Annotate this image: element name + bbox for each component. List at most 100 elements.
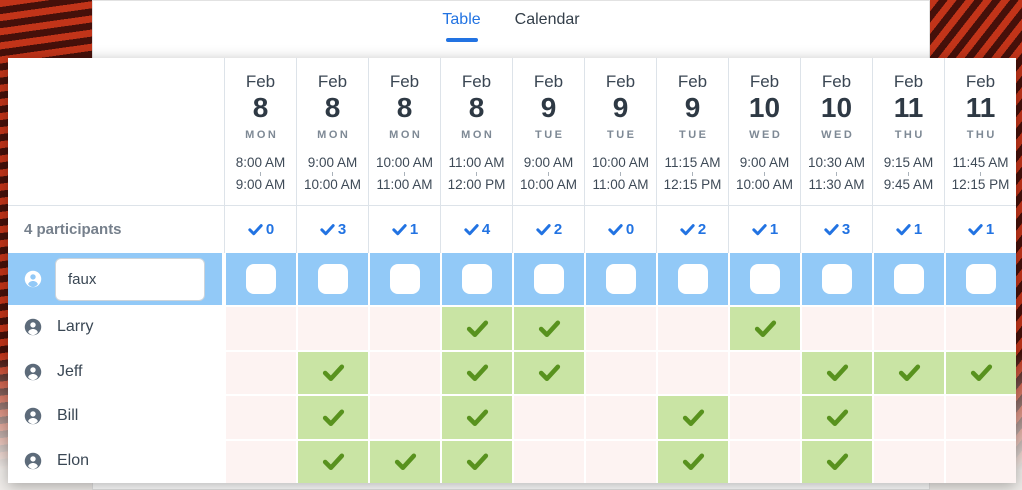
vote-cell[interactable] <box>656 253 728 305</box>
availability-cell-yes <box>656 438 728 483</box>
end-time: 10:00 AM <box>303 176 362 192</box>
availability-count: 1 <box>728 205 800 253</box>
availability-count: 1 <box>872 205 944 253</box>
time-range: 8:00 AM 9:00 AM <box>236 154 286 194</box>
availability-cell-no <box>368 349 440 394</box>
participant-name-input[interactable] <box>55 257 205 301</box>
start-time: 9:15 AM <box>883 154 934 170</box>
participant-name: Elon <box>57 451 90 469</box>
availability-cell-no <box>296 305 368 350</box>
availability-cell-no <box>656 349 728 394</box>
check-icon <box>320 224 335 236</box>
end-time: 10:00 AM <box>519 176 578 192</box>
end-time: 11:30 AM <box>808 176 865 192</box>
day-number: 9 <box>540 92 557 124</box>
check-icon <box>466 453 488 471</box>
tab-calendar[interactable]: Calendar <box>515 11 580 42</box>
vote-checkbox[interactable] <box>606 264 636 294</box>
person-icon <box>24 452 42 469</box>
availability-count: 2 <box>512 205 584 253</box>
availability-cell-no <box>728 394 800 439</box>
end-time: 9:45 AM <box>883 176 934 192</box>
vote-checkbox[interactable] <box>750 264 780 294</box>
vote-cell[interactable] <box>944 253 1016 305</box>
availability-cell-yes <box>440 349 512 394</box>
vote-checkbox[interactable] <box>822 264 852 294</box>
vote-cell[interactable] <box>800 253 872 305</box>
vote-checkbox[interactable] <box>678 264 708 294</box>
time-range: 11:15 AM 12:15 PM <box>664 154 722 194</box>
vote-checkbox[interactable] <box>462 264 492 294</box>
time-range: 10:00 AM 11:00 AM <box>376 154 433 194</box>
participant-name-cell: Jeff <box>8 349 224 394</box>
view-tabbar: Table Calendar <box>93 1 929 42</box>
vote-checkbox[interactable] <box>966 264 996 294</box>
check-icon <box>608 224 623 236</box>
month-label: Feb <box>893 72 924 91</box>
month-label: Feb <box>605 72 636 91</box>
vote-cell[interactable] <box>872 253 944 305</box>
time-range: 9:00 AM 10:00 AM <box>736 154 793 194</box>
availability-cell-no <box>224 438 296 483</box>
vote-cell[interactable] <box>368 253 440 305</box>
tab-table[interactable]: Table <box>442 11 481 42</box>
check-icon <box>538 364 560 382</box>
check-icon <box>322 364 344 382</box>
availability-cell-no <box>944 394 1016 439</box>
time-range: 11:00 AM 12:00 PM <box>448 154 506 194</box>
end-time: 11:00 AM <box>376 176 433 192</box>
month-label: Feb <box>965 72 996 91</box>
end-time: 9:00 AM <box>235 176 286 192</box>
vote-cell[interactable] <box>512 253 584 305</box>
vote-cell[interactable] <box>584 253 656 305</box>
availability-cell-no <box>800 305 872 350</box>
count-value: 2 <box>697 221 707 238</box>
vote-cell[interactable] <box>224 253 296 305</box>
participant-name-cell: Larry <box>8 305 224 350</box>
time-range: 10:00 AM 11:00 AM <box>592 154 649 194</box>
availability-cell-yes <box>728 305 800 350</box>
time-separator <box>547 171 549 176</box>
vote-cell[interactable] <box>440 253 512 305</box>
vote-checkbox[interactable] <box>318 264 348 294</box>
check-icon <box>824 224 839 236</box>
availability-cell-no <box>368 305 440 350</box>
day-number: 9 <box>612 92 629 124</box>
check-icon <box>536 224 551 236</box>
participant-name: Jeff <box>57 362 83 380</box>
vote-checkbox[interactable] <box>246 264 276 294</box>
date-column-header: Feb 8 MON 9:00 AM 10:00 AM <box>296 58 368 205</box>
availability-count: 2 <box>656 205 728 253</box>
day-number: 8 <box>468 92 485 124</box>
check-icon <box>466 409 488 426</box>
day-number: 10 <box>820 92 853 124</box>
month-label: Feb <box>677 72 708 91</box>
count-value: 4 <box>481 221 491 238</box>
check-icon <box>682 453 704 471</box>
vote-cell[interactable] <box>296 253 368 305</box>
availability-cell-no <box>512 394 584 439</box>
time-separator <box>835 171 837 176</box>
person-icon <box>24 363 42 380</box>
count-value: 0 <box>625 221 635 238</box>
check-icon <box>896 224 911 236</box>
availability-cell-no <box>584 438 656 483</box>
availability-count: 1 <box>944 205 1016 253</box>
vote-checkbox[interactable] <box>534 264 564 294</box>
vote-checkbox[interactable] <box>894 264 924 294</box>
participant-name: Bill <box>57 407 79 425</box>
participant-name-cell: Bill <box>8 394 224 439</box>
availability-cell-no <box>224 349 296 394</box>
start-time: 8:00 AM <box>235 154 286 170</box>
day-number: 9 <box>684 92 701 124</box>
check-icon <box>682 409 704 426</box>
date-column-header: Feb 11 THU 9:15 AM 9:45 AM <box>872 58 944 205</box>
vote-cell[interactable] <box>728 253 800 305</box>
month-label: Feb <box>245 72 276 91</box>
availability-cell-no <box>944 305 1016 350</box>
availability-cell-yes <box>872 349 944 394</box>
time-separator <box>763 171 765 176</box>
vote-checkbox[interactable] <box>390 264 420 294</box>
start-time: 9:00 AM <box>307 154 358 170</box>
availability-cell-yes <box>512 305 584 350</box>
